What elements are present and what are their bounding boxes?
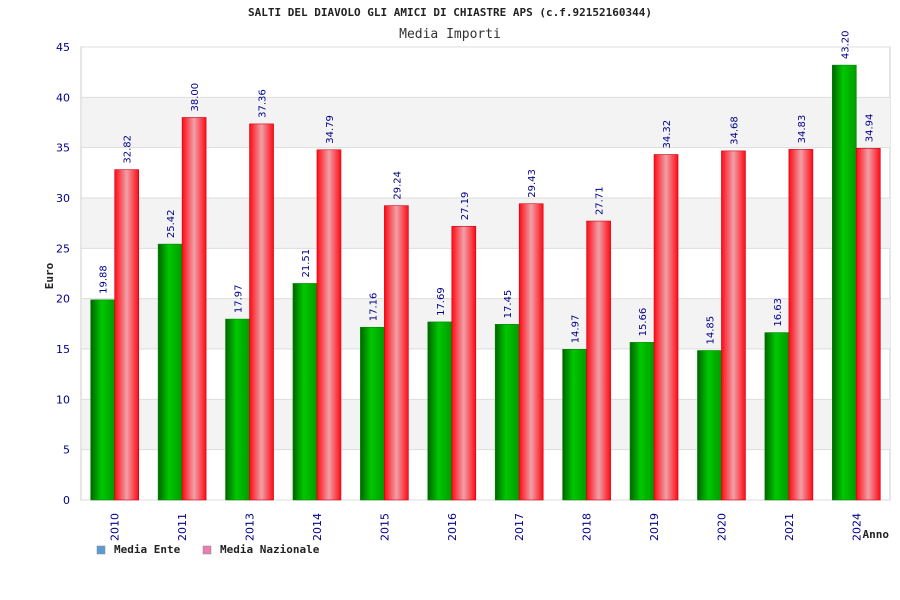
data-labels: 19.88 32.82 25.42 38.00 17.97 37.36 21.51 34.79… (99, 30, 876, 344)
data-label: 16.63 (773, 298, 784, 327)
grid-band (82, 198, 890, 249)
y-tick-label: 10 (56, 393, 70, 406)
x-tick-label: 2014 (311, 513, 324, 541)
y-tick-label: 20 (56, 293, 70, 306)
bar-media-ente-2024 (831, 64, 857, 501)
data-label: 34.83 (797, 115, 808, 144)
x-tick-label: 2018 (581, 513, 594, 541)
bar-media-nazionale-2016 (451, 225, 477, 501)
x-tick-label: 2010 (109, 513, 122, 541)
data-label: 34.94 (864, 114, 875, 143)
x-tick-label: 2011 (176, 513, 189, 541)
y-axis-ticks: 0 5 10 15 20 25 30 35 40 45 (56, 41, 70, 507)
bar-media-ente-2011 (157, 243, 183, 501)
x-tick-label: 2016 (446, 513, 459, 541)
y-tick-label: 30 (56, 192, 70, 205)
bar-media-nazionale-2017 (518, 203, 544, 501)
bar-media-ente-2020 (697, 350, 722, 501)
y-tick-label: 45 (56, 41, 70, 54)
bar-media-nazionale-2013 (249, 123, 274, 501)
data-label: 14.97 (571, 315, 582, 344)
data-label: 32.82 (123, 135, 134, 164)
data-label: 21.51 (301, 249, 312, 278)
y-tick-label: 40 (56, 91, 70, 104)
data-label: 14.85 (705, 316, 716, 345)
data-label: 37.36 (258, 89, 269, 118)
grid-band (82, 97, 890, 148)
data-label: 29.43 (527, 169, 538, 198)
bar-media-ente-2016 (427, 321, 453, 501)
bar-media-nazionale-2018 (586, 220, 611, 501)
y-tick-label: 35 (56, 142, 70, 155)
legend-swatch (202, 545, 212, 555)
bar-media-ente-2014 (292, 283, 318, 501)
plot-background (80, 46, 891, 501)
data-label: 15.66 (638, 308, 649, 337)
bar-media-ente-2017 (494, 324, 520, 501)
bar-media-nazionale-2011 (181, 117, 207, 501)
y-tick-label: 0 (63, 494, 70, 507)
data-label: 43.20 (840, 30, 851, 59)
x-axis-ticks: 2010 2011 2013 2014 2015 2016 2017 2018 2019 2020… (109, 513, 864, 541)
x-tick-label: 2017 (513, 513, 526, 541)
chart-subtitle: Media Importi (399, 27, 501, 42)
data-label: 34.79 (325, 115, 336, 144)
bar-media-nazionale-2010 (114, 169, 140, 501)
data-label: 29.24 (392, 171, 403, 200)
gridlines (81, 46, 890, 501)
y-axis-label: Euro (43, 262, 56, 289)
x-tick-label: 2013 (244, 513, 257, 541)
x-tick-label: 2024 (850, 513, 863, 541)
data-label: 17.16 (368, 293, 379, 322)
grid-band (82, 399, 890, 450)
chart-title: SALTI DEL DIAVOLO GLI AMICI DI CHIASTRE … (248, 6, 652, 19)
bar-media-nazionale-2019 (653, 154, 679, 501)
bar-media-nazionale-2024 (855, 147, 881, 501)
y-tick-label: 5 (63, 444, 70, 457)
data-label: 17.45 (503, 290, 514, 319)
bar-media-ente-2019 (629, 342, 655, 501)
legend: Media Ente Media Nazionale (96, 543, 320, 556)
bar-media-nazionale-2020 (721, 150, 746, 501)
x-tick-label: 2015 (378, 513, 391, 541)
data-label: 17.97 (234, 284, 245, 313)
grid-band (82, 298, 890, 349)
x-tick-label: 2019 (648, 513, 661, 541)
bar-media-nazionale-2015 (384, 205, 409, 501)
legend-swatch (96, 545, 106, 555)
bar-media-ente-2015 (360, 326, 385, 501)
data-label: 38.00 (190, 83, 201, 112)
data-label: 17.69 (436, 287, 447, 316)
bar-media-ente-2013 (225, 318, 250, 501)
bars (90, 64, 881, 501)
x-tick-label: 2021 (783, 513, 796, 541)
legend-label: Media Ente (114, 543, 181, 556)
y-tick-label: 25 (56, 242, 70, 255)
legend-label: Media Nazionale (220, 543, 320, 556)
x-tick-label: 2020 (715, 513, 728, 541)
data-label: 25.42 (166, 209, 177, 238)
y-tick-label: 15 (56, 343, 70, 356)
bar-media-nazionale-2014 (316, 149, 342, 501)
data-label: 27.19 (460, 192, 471, 221)
data-label: 27.71 (595, 186, 606, 215)
data-label: 34.32 (662, 120, 673, 149)
x-axis-label: Anno (863, 528, 890, 541)
bar-media-ente-2021 (764, 332, 790, 501)
data-label: 34.68 (729, 116, 740, 145)
bar-media-nazionale-2021 (788, 149, 814, 501)
data-label: 19.88 (99, 265, 110, 294)
bar-media-ente-2018 (562, 349, 587, 501)
bar-media-ente-2010 (90, 299, 116, 501)
